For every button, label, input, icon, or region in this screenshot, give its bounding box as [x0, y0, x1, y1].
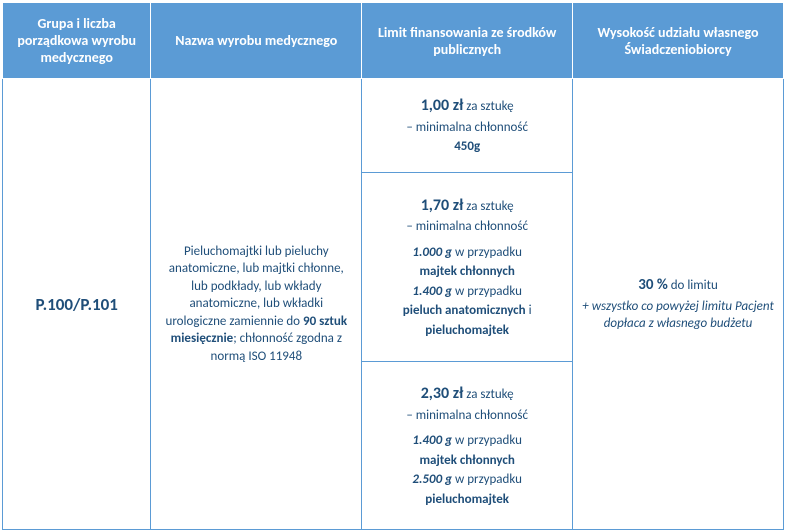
- reimbursement-table: Grupa i liczba porządkowa wyrobu medyczn…: [2, 2, 784, 530]
- limit3-price: 2,30 zł: [421, 384, 464, 403]
- limit2-b1: majtek chłonnych: [370, 263, 564, 281]
- limit3-t2: w przypadku: [455, 472, 522, 487]
- cell-share: 30 % do limitu + wszystko co powyżej lim…: [573, 79, 784, 530]
- limit2-g1: 1.000 g: [412, 245, 452, 260]
- limit2-price: 1,70 zł: [421, 196, 464, 215]
- limit1-price: 1,00 zł: [421, 96, 464, 115]
- header-product-name: Nazwa wyrobu medycznego: [151, 3, 362, 79]
- limit3-b1: majtek chłonnych: [370, 452, 564, 470]
- limit3-unit: za sztukę: [466, 387, 513, 402]
- product-code: P.100/P.101: [35, 294, 117, 315]
- share-note: + wszystko co powyżej limitu Pacjent dop…: [581, 298, 775, 333]
- limit1-sub1: – minimalna chłonność: [370, 119, 564, 137]
- cell-code: P.100/P.101: [3, 79, 151, 530]
- limit2-t2: w przypadku: [455, 284, 522, 299]
- cell-limit-3: 2,30 zł za sztukę – minimalna chłonność …: [362, 362, 573, 530]
- limit1-unit: za sztukę: [466, 99, 513, 114]
- limit2-sub1: – minimalna chłonność: [370, 218, 564, 236]
- limit2-b3: pieluchomajtek: [370, 322, 564, 340]
- share-txt: do limitu: [671, 278, 718, 293]
- cell-limit-1: 1,00 zł za sztukę – minimalna chłonność …: [362, 79, 573, 173]
- limit2-and: i: [529, 303, 532, 318]
- limit3-t1: w przypadku: [455, 433, 522, 448]
- limit2-unit: za sztukę: [466, 199, 513, 214]
- header-own-share: Wysokość udziału własnego Świadczeniobio…: [573, 3, 784, 79]
- limit1-sub2: 450g: [370, 138, 564, 156]
- share-pct: 30 %: [638, 276, 668, 294]
- limit2-t1: w przypadku: [455, 245, 522, 260]
- limit3-sub1: – minimalna chłonność: [370, 407, 564, 425]
- cell-limit-2: 1,70 zł za sztukę – minimalna chłonność …: [362, 172, 573, 362]
- limit3-g2: 2.500 g: [412, 472, 452, 487]
- limit3-g1: 1.400 g: [412, 433, 452, 448]
- header-group: Grupa i liczba porządkowa wyrobu medyczn…: [3, 3, 151, 79]
- cell-product-description: Pieluchomajtki lub pieluchy anatomiczne,…: [151, 79, 362, 530]
- limit2-g2: 1.400 g: [412, 284, 452, 299]
- header-funding-limit: Limit finansowania ze środków publicznyc…: [362, 3, 573, 79]
- limit2-b2: pieluch anatomicznych: [403, 303, 526, 318]
- limit3-b2: pieluchomajtek: [370, 491, 564, 509]
